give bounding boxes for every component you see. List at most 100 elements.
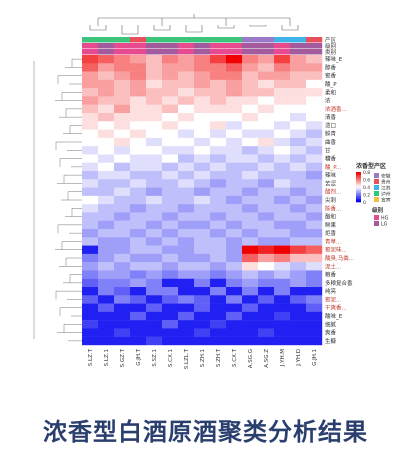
annotation-cell — [146, 49, 163, 55]
heatmap-cell — [162, 187, 179, 197]
heatmap-cell — [82, 71, 99, 81]
heatmap-cell — [114, 129, 131, 139]
heatmap-cell — [258, 328, 275, 337]
heatmap-cell — [178, 121, 195, 130]
heatmap-cell — [194, 113, 211, 122]
heatmap-cell — [306, 237, 323, 246]
heatmap-cell — [178, 137, 195, 147]
heatmap-cell — [114, 253, 131, 263]
heatmap-cell — [258, 204, 275, 213]
heatmap-cell — [130, 154, 147, 163]
heatmap-cell — [210, 195, 227, 205]
heatmap-cell — [130, 287, 147, 296]
heatmap-cell — [114, 262, 131, 271]
annotation-cell — [258, 43, 275, 49]
heatmap-cell — [146, 229, 163, 238]
annotation-cell — [274, 43, 291, 49]
heatmap-cell — [210, 121, 227, 130]
heatmap-cell — [114, 162, 131, 172]
heatmap-cell — [178, 278, 195, 288]
heatmap-cell — [82, 237, 99, 246]
heatmap-cell — [146, 278, 163, 288]
heatmap-cell — [98, 245, 115, 255]
heatmap-cell — [306, 146, 323, 155]
heatmap-cell — [178, 113, 195, 122]
heatmap-cell — [290, 104, 307, 114]
row-label: 辣味 — [325, 171, 337, 179]
heatmap-cell — [242, 303, 259, 313]
heatmap-cell — [114, 55, 131, 64]
heatmap-cell — [178, 253, 195, 263]
heatmap-cell — [242, 79, 259, 89]
heatmap-cell — [130, 229, 147, 238]
heatmap-cell — [114, 212, 131, 221]
heatmap-cell — [210, 137, 227, 147]
heatmap-cell — [258, 171, 275, 180]
heatmap-cell — [194, 121, 211, 130]
row-label: 曲香 — [325, 138, 337, 146]
heatmap-cell — [146, 88, 163, 97]
heatmap-cell — [290, 336, 307, 346]
row-labels: 辣味_E醇香窖香酸_P柔和浓浓酒香...清香烫口鲜青曲香甘糟香酸_P...辣味苦… — [325, 55, 354, 345]
heatmap-cell — [130, 278, 147, 288]
heatmap-cell — [242, 104, 259, 114]
heatmap-cell — [82, 96, 99, 105]
heatmap-cell — [130, 204, 147, 213]
row-label: 酸_P... — [325, 163, 341, 171]
heatmap-cell — [194, 303, 211, 313]
heatmap-cell — [274, 162, 291, 172]
heatmap-cell — [274, 79, 291, 89]
legend-gradient-step — [356, 182, 361, 185]
heatmap-cell — [226, 253, 243, 263]
annotation-cell — [210, 49, 227, 55]
heatmap-cell — [114, 96, 131, 105]
heatmap-cell — [82, 171, 99, 180]
heatmap-cell — [290, 220, 307, 230]
heatmap-cell — [258, 121, 275, 130]
row-label: 酸_P — [325, 80, 337, 88]
heatmap-cell — [306, 137, 323, 147]
legend-gradient-step — [356, 173, 361, 176]
annotation-label: 级别 — [325, 42, 336, 50]
heatmap-cell — [306, 96, 323, 105]
heatmap-cell — [306, 71, 323, 81]
heatmap-cell — [98, 295, 115, 304]
heatmap-cell — [210, 278, 227, 288]
heatmap-cell — [258, 287, 275, 296]
heatmap-cell — [114, 179, 131, 188]
heatmap-cell — [274, 154, 291, 163]
heatmap-cell — [98, 270, 115, 279]
heatmap-cell — [258, 71, 275, 81]
row-label: 酯和 — [325, 213, 336, 221]
heatmap-cell — [226, 195, 243, 205]
heatmap-cell — [178, 146, 195, 155]
heatmap-cell — [82, 220, 99, 230]
heatmap-cell — [82, 212, 99, 221]
heatmap-cell — [306, 204, 323, 213]
heatmap-cell — [178, 287, 195, 296]
heatmap-cell — [130, 96, 147, 105]
heatmap-cell — [210, 336, 227, 346]
row-label: 陈香... — [325, 204, 341, 212]
heatmap-cell — [146, 162, 163, 172]
heatmap-cell — [306, 79, 323, 89]
heatmap-cell — [178, 88, 195, 97]
heatmap-cell — [274, 179, 291, 188]
heatmap-cell — [98, 303, 115, 313]
heatmap-cell — [114, 63, 131, 72]
heatmap-cell — [274, 237, 291, 246]
heatmap-cell — [146, 104, 163, 114]
heatmap-cell — [162, 204, 179, 213]
heatmap-cell — [162, 311, 179, 321]
heatmap-cell — [178, 262, 195, 271]
heatmap-cell — [130, 220, 147, 230]
heatmap-cell — [290, 311, 307, 321]
heatmap-cell — [210, 113, 227, 122]
heatmap-cell — [242, 63, 259, 72]
heatmap-cell — [210, 179, 227, 188]
heatmap-cell — [242, 195, 259, 205]
heatmap-cell — [178, 270, 195, 279]
heatmap-cell — [162, 55, 179, 64]
heatmap-cell — [114, 220, 131, 230]
heatmap-cell — [98, 328, 115, 337]
